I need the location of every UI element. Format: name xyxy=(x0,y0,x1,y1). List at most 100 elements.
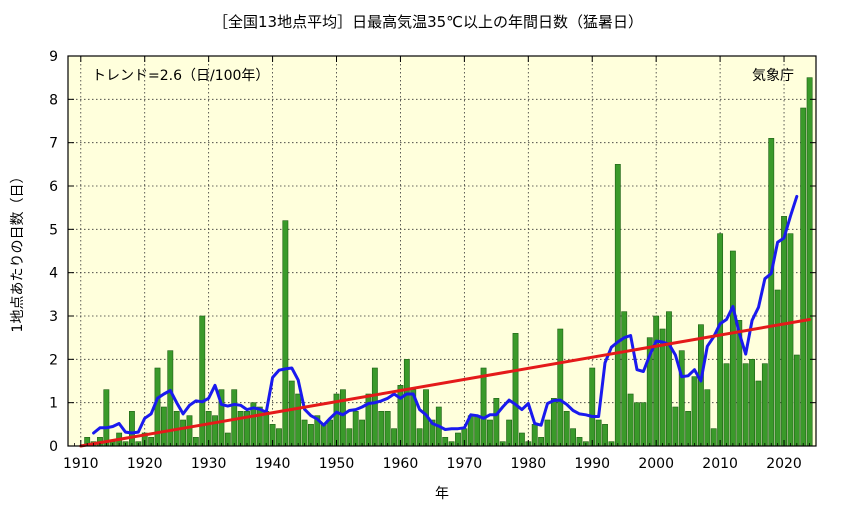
bar-2024 xyxy=(806,77,813,447)
bar-2003 xyxy=(672,406,679,447)
bar-1939 xyxy=(263,411,270,447)
bar-1918 xyxy=(129,411,135,447)
bar-1958 xyxy=(384,411,391,447)
bar-1990 xyxy=(589,367,596,447)
bar-1991 xyxy=(595,419,602,447)
plot-frame xyxy=(67,55,817,447)
y-tick-label: 9 xyxy=(49,49,58,65)
bar-1960 xyxy=(397,385,404,447)
bar-2006 xyxy=(691,376,698,447)
y-tick-label: 4 xyxy=(49,266,58,282)
y-tick-label: 3 xyxy=(49,309,58,325)
plot-background xyxy=(68,56,816,446)
bar-2015 xyxy=(749,359,755,447)
bar-2018 xyxy=(768,138,775,447)
bar-1949 xyxy=(327,419,334,447)
bar-1992 xyxy=(602,424,608,447)
bar-1974 xyxy=(487,419,493,447)
bar-1914 xyxy=(103,389,110,447)
bar-2021 xyxy=(787,233,794,447)
bar-2019 xyxy=(774,289,781,447)
x-axis-ticks: 1910 1920 1930 1940 1950 1960 1970 1980 1990 2000… xyxy=(63,56,817,472)
y-tick-label: 2 xyxy=(49,352,58,368)
x-tick-label: 1970 xyxy=(447,456,483,472)
bar-1926 xyxy=(180,419,186,447)
y-axis-ticks: 0 1 2 3 4 5 6 7 8 9 xyxy=(49,49,816,455)
bar-1995 xyxy=(621,311,628,447)
bar-2017 xyxy=(761,363,768,447)
bar-1945 xyxy=(301,419,308,447)
bar-1943 xyxy=(288,380,295,447)
y-tick-label: 6 xyxy=(49,179,58,195)
bar-2007 xyxy=(698,324,704,447)
x-tick-label: 1930 xyxy=(191,456,227,472)
bar-2000 xyxy=(653,315,660,447)
chart-title: ［全国13地点平均］日最高気温35℃以上の年間日数（猛暑日） xyxy=(213,13,643,31)
bar-1946 xyxy=(308,424,314,447)
bar-2014 xyxy=(742,363,749,447)
bar-2020 xyxy=(781,216,787,447)
bar-2002 xyxy=(666,311,672,447)
x-tick-label: 1940 xyxy=(255,456,291,472)
bar-1954 xyxy=(359,419,366,447)
bar-1957 xyxy=(378,411,385,447)
bar-1984 xyxy=(550,398,557,447)
y-tick-label: 7 xyxy=(49,136,58,152)
bar-2004 xyxy=(678,350,685,447)
moving-average-line xyxy=(92,194,799,435)
x-tick-label: 2000 xyxy=(638,456,674,472)
y-tick-label: 8 xyxy=(49,92,58,108)
bar-1978 xyxy=(512,333,519,447)
x-tick-label: 1960 xyxy=(383,456,419,472)
bar-1975 xyxy=(493,398,500,447)
y-tick-label: 1 xyxy=(49,396,58,412)
bar-2023 xyxy=(800,107,807,447)
bar-1927 xyxy=(186,415,193,447)
bar-2010 xyxy=(717,233,724,447)
bar-1985 xyxy=(557,328,564,447)
x-tick-label: 1980 xyxy=(510,456,546,472)
bar-1956 xyxy=(371,367,378,447)
bar-2022 xyxy=(793,354,800,447)
bar-1938 xyxy=(256,406,263,447)
bar-1948 xyxy=(320,424,327,447)
trend-line xyxy=(79,318,812,448)
bar-1981 xyxy=(531,424,538,447)
bar-1961 xyxy=(403,359,410,447)
bars-group xyxy=(84,77,813,447)
x-tick-label: 2010 xyxy=(702,456,738,472)
x-tick-label: 1990 xyxy=(574,456,610,472)
bar-2011 xyxy=(723,363,730,447)
bar-2005 xyxy=(685,411,692,447)
bar-1996 xyxy=(627,393,634,447)
bar-1986 xyxy=(563,411,570,447)
bar-1973 xyxy=(480,367,487,447)
bar-2012 xyxy=(729,250,736,447)
x-tick-label: 1950 xyxy=(319,456,355,472)
bar-1997 xyxy=(634,402,640,447)
bar-1972 xyxy=(474,415,481,447)
bar-1994 xyxy=(614,164,621,447)
x-tick-label: 2020 xyxy=(766,456,802,472)
bar-1977 xyxy=(506,419,513,447)
bar-1931 xyxy=(212,415,218,447)
bar-1951 xyxy=(339,389,346,447)
x-tick-label: 1920 xyxy=(127,456,163,472)
y-axis-label: 1地点あたりの日数（日） xyxy=(10,170,26,333)
bar-2016 xyxy=(755,380,762,447)
bar-1953 xyxy=(352,411,359,447)
source-label: 気象庁 xyxy=(752,68,794,84)
bar-1998 xyxy=(640,402,647,447)
trend-annotation: トレンド=2.6（日/100年） xyxy=(92,68,269,84)
bar-2008 xyxy=(704,389,711,447)
y-tick-label: 0 xyxy=(49,439,58,455)
bar-1983 xyxy=(544,419,551,447)
y-tick-label: 5 xyxy=(49,222,58,238)
x-tick-label: 1910 xyxy=(63,456,99,472)
x-axis-label: 年 xyxy=(435,486,449,502)
bar-1923 xyxy=(160,406,167,447)
bar-1944 xyxy=(295,393,302,447)
lines-group xyxy=(79,194,812,448)
